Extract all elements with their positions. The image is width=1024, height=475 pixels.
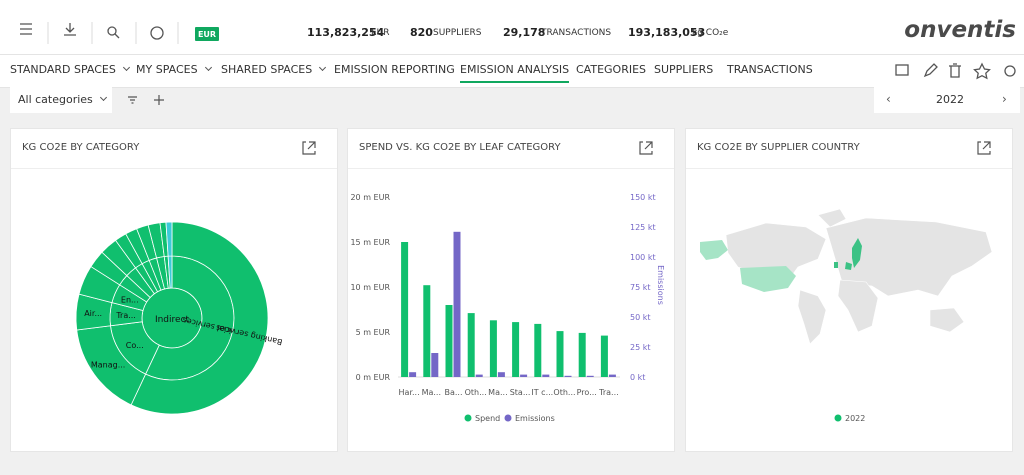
x-tick-label: Sta... [510, 388, 531, 397]
legend-label: Spend [475, 414, 500, 423]
bar [512, 322, 519, 377]
sunburst-label: En... [121, 296, 139, 305]
legend-swatch [835, 415, 842, 422]
x-tick-label: Ba... [444, 388, 462, 397]
bar [431, 353, 438, 377]
bar [498, 372, 505, 377]
x-tick-label: Pro... [577, 388, 597, 397]
x-tick-label: Ma... [488, 388, 507, 397]
sunburst-label: Air... [84, 309, 102, 318]
legend-swatch [505, 415, 512, 422]
x-tick-label: IT c... [531, 388, 553, 397]
sunburst-label: Manag... [91, 360, 125, 369]
x-tick-label: Oth... [553, 388, 575, 397]
bar [454, 232, 461, 377]
sunburst-label: Tra... [115, 311, 136, 320]
bar [565, 376, 572, 377]
y-tick-label: 15 m EUR [350, 238, 390, 247]
bar [534, 324, 541, 377]
y-tick-label: 10 m EUR [350, 283, 390, 292]
legend-label: 2022 [845, 414, 865, 423]
bar [490, 320, 497, 377]
y2-tick-label: 75 kt [630, 283, 651, 292]
y2-tick-label: 150 kt [630, 193, 656, 202]
y2-axis-label: Emissions [656, 265, 665, 305]
bar [468, 313, 475, 377]
y-tick-label: 0 m EUR [356, 373, 391, 382]
bar [476, 375, 483, 377]
x-tick-label: Ma... [422, 388, 441, 397]
bar [409, 372, 416, 377]
y2-tick-label: 100 kt [630, 253, 656, 262]
bar [587, 376, 594, 377]
x-tick-label: Har... [399, 388, 420, 397]
bar [542, 375, 549, 377]
x-tick-label: Tra... [598, 388, 619, 397]
bar [557, 331, 564, 377]
y-tick-label: 20 m EUR [350, 193, 390, 202]
y2-tick-label: 125 kt [630, 223, 656, 232]
bar [446, 305, 453, 377]
x-tick-label: Oth... [465, 388, 487, 397]
bar [579, 333, 586, 377]
y-tick-label: 5 m EUR [356, 328, 391, 337]
legend-label: Emissions [515, 414, 555, 423]
y2-tick-label: 25 kt [630, 343, 651, 352]
y2-tick-label: 50 kt [630, 313, 651, 322]
bar [609, 375, 616, 377]
bar [423, 285, 430, 377]
legend-swatch [465, 415, 472, 422]
bar [601, 336, 608, 377]
bar [401, 242, 408, 377]
y2-tick-label: 0 kt [630, 373, 645, 382]
sunburst-label: Co... [126, 341, 144, 350]
bar [520, 375, 527, 377]
